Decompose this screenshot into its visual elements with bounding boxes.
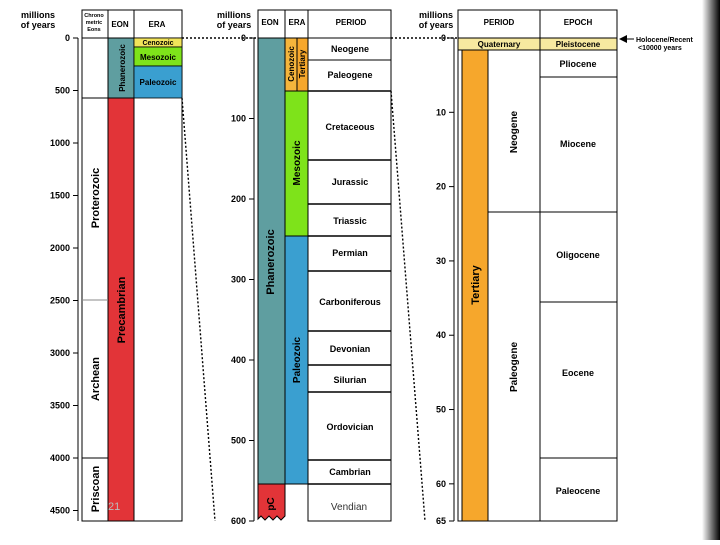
p1-tick-label: 4500 (50, 506, 70, 516)
p2-tick-label: 600 (231, 516, 246, 526)
p3-epoch-eocene: Eocene (562, 368, 594, 378)
p2-header-of-years: of years (217, 20, 252, 30)
p1-tick-label: 3000 (50, 348, 70, 358)
p2-period-triassic: Triassic (333, 216, 367, 226)
p1-tick-label: 4000 (50, 453, 70, 463)
p2-period-vendian: Vendian (331, 502, 367, 513)
p2-period-permian: Permian (332, 248, 368, 258)
overlay-left-text: 21 (108, 501, 120, 513)
p1-proterozoic-label: Proterozoic (90, 168, 102, 229)
p2-pc-block (257, 483, 286, 521)
panel-cenozoic-scale: millions of years PERIOD EPOCH 0 10 20 30 40… (419, 9, 693, 526)
p3-holocene-note-years: <10000 years (638, 45, 682, 52)
panel-full-scale: millions of years Chrono metric Eons EON… (21, 9, 183, 522)
p2-period-carboniferous: Carboniferous (319, 297, 381, 307)
p1-precambrian-block (107, 97, 135, 522)
p3-axis-ticks: 0 10 20 30 40 50 60 65 (436, 33, 454, 526)
p3-quaternary-label: Quaternary (478, 40, 521, 49)
p2-tick-label: 300 (231, 275, 246, 285)
p3-epoch-oligocene: Oligocene (556, 250, 600, 260)
p3-epoch-paleocene: Paleocene (556, 486, 601, 496)
p2-tick-label: 200 (231, 194, 246, 204)
p1-tick-label: 1500 (50, 191, 70, 201)
p2-tick-label: 0 (241, 33, 246, 43)
p3-tick-label: 20 (436, 182, 446, 192)
p2-pc-label: pC (266, 497, 277, 510)
p1-header-millions: millions (21, 10, 55, 20)
p3-epoch-miocene: Miocene (560, 139, 596, 149)
p2-period-devonian: Devonian (330, 344, 371, 354)
p1-cenozoic-label: Cenozoic (142, 40, 173, 47)
p2-tick-label: 500 (231, 436, 246, 446)
p1-phanerozoic-label: Phanerozoic (118, 44, 127, 92)
p2-axis-ticks: 0 100 200 300 400 500 600 (231, 33, 254, 526)
p1-header-eons: Eons (87, 27, 100, 33)
p1-header-metric: metric (86, 20, 103, 26)
p2-mesozoic-label: Mesozoic (292, 140, 303, 185)
panel-phanerozoic-scale: millions of years EON ERA PERIOD (217, 9, 392, 526)
p3-header-period: PERIOD (484, 18, 515, 27)
p2-period-cretaceous: Cretaceous (325, 122, 374, 132)
p1-header-of-years: of years (21, 20, 56, 30)
p3-tick-label: 40 (436, 330, 446, 340)
p3-tick-label: 0 (441, 33, 446, 43)
p3-epoch-pliocene: Pliocene (559, 59, 596, 69)
p2-header-period: PERIOD (336, 18, 367, 27)
p1-tick-label: 2000 (50, 243, 70, 253)
p3-tick-label: 50 (436, 405, 446, 415)
p3-epoch-pleistocene: Pleistocene (556, 40, 601, 49)
p3-header-millions: millions (419, 10, 453, 20)
p2-cenozoic-label: Cenozoic (287, 46, 296, 82)
p2-period-cambrian: Cambrian (329, 467, 371, 477)
p1-phanerozoic-block (107, 37, 135, 99)
p2-paleozoic-label: Paleozoic (292, 337, 303, 384)
p3-tertiary-block (461, 49, 489, 522)
p2-tick-label: 400 (231, 355, 246, 365)
p1-precambrian-label: Precambrian (116, 276, 128, 343)
p3-neogene-label: Neogene (509, 110, 520, 153)
p1-priscoan-label: Priscoan (90, 465, 102, 512)
p1-header-eon: EON (111, 20, 129, 29)
connector-bottom-1 (181, 97, 216, 522)
p3-tick-label: 60 (436, 479, 446, 489)
p1-tick-label: 3500 (50, 401, 70, 411)
p2-period-jurassic: Jurassic (332, 177, 369, 187)
connector-bottom-2 (390, 90, 426, 522)
p1-paleozoic-label: Paleozoic (140, 78, 177, 87)
p2-period-paleogene: Paleogene (327, 70, 372, 80)
p3-paleogene-label: Paleogene (509, 342, 520, 392)
p1-tick-label: 2500 (50, 296, 70, 306)
p3-epoch-dividers (540, 76, 617, 459)
p1-archean-label: Archean (90, 357, 102, 401)
p2-header-eon: EON (261, 18, 279, 27)
p2-header-era: ERA (289, 18, 306, 27)
p3-tick-label: 65 (436, 516, 446, 526)
p1-tick-label: 500 (55, 86, 70, 96)
p1-header-era: ERA (149, 20, 166, 29)
p2-period-neogene: Neogene (331, 44, 369, 54)
arrow-left-icon (619, 35, 627, 43)
p3-tertiary-label: Tertiary (470, 264, 482, 304)
p1-tick-label: 0 (65, 33, 70, 43)
p3-header-epoch: EPOCH (564, 18, 593, 27)
p3-header-of-years: of years (419, 20, 454, 30)
p1-header-chrono: Chrono (84, 13, 104, 19)
p2-tick-label: 100 (231, 114, 246, 124)
p2-period-ordovician: Ordovician (326, 422, 373, 432)
p2-tertiary-label: Tertiary (298, 49, 307, 78)
p2-phanerozoic-label: Phanerozoic (265, 229, 277, 294)
slide-edge-shadow (702, 0, 720, 540)
p1-axis-ticks: 0 500 1000 1500 2000 2500 3000 3500 4000 4500 (50, 33, 78, 516)
p1-mesozoic-label: Mesozoic (140, 53, 177, 62)
p2-header-millions: millions (217, 10, 251, 20)
p3-tick-label: 30 (436, 256, 446, 266)
p1-tick-label: 1000 (50, 138, 70, 148)
p3-tick-label: 10 (436, 107, 446, 117)
p2-period-silurian: Silurian (333, 375, 366, 385)
p3-holocene-note: Holocene/Recent (636, 37, 693, 44)
p2-period-dividers (308, 59, 391, 485)
p1-paleozoic-block (133, 65, 183, 99)
